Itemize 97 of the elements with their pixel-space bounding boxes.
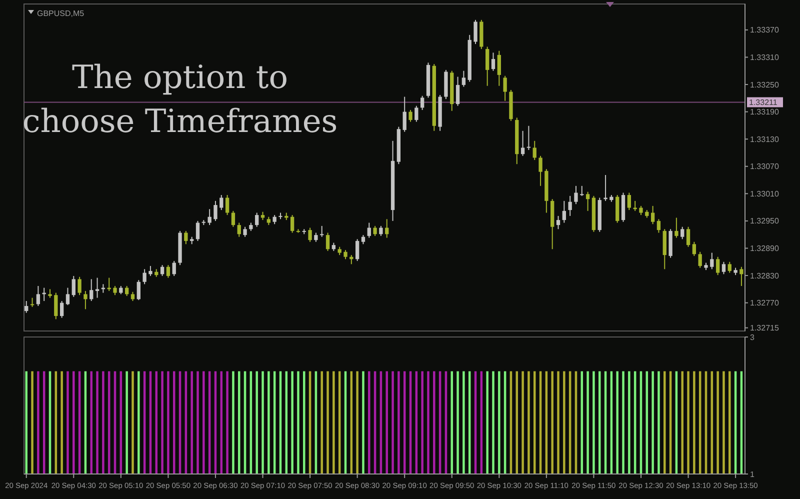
candlestick [308,227,312,242]
candlestick [255,212,259,228]
candlestick [344,250,348,260]
y-tick-label: 1.32890 [750,244,780,254]
candlestick [486,46,490,86]
candlestick [290,214,294,234]
candlestick [220,194,224,211]
candlestick [680,226,684,240]
candlestick [586,191,590,212]
candlestick [24,300,28,314]
candlestick [574,185,578,205]
candlestick [355,238,360,262]
candlestick [314,232,318,242]
candlestick [125,285,129,296]
y-tick-label: 1.33070 [750,162,780,172]
candlestick [710,252,714,270]
candlestick [526,125,531,150]
candlestick [361,234,366,245]
candlestick [716,256,720,276]
candlestick [538,155,542,186]
candlestick [420,95,424,110]
candlestick [231,210,236,228]
candlestick [379,225,383,236]
candlestick [326,232,330,252]
y-tick-label: 1.32830 [750,271,780,280]
candlestick [130,291,135,302]
candlestick [243,226,247,238]
candlestick [208,208,212,226]
candlestick [84,290,88,310]
candlestick [674,217,678,238]
candlestick [408,109,412,122]
candlestick [402,96,406,132]
candlestick [272,214,276,225]
candlestick [60,300,64,318]
candlestick [414,105,418,122]
candlestick [580,185,584,196]
candlestick [627,192,631,211]
y-tick-label: 1.33130 [750,134,780,144]
candlestick [497,50,501,86]
candlestick [54,292,58,320]
candlestick [113,285,117,296]
candlestick [367,222,371,238]
candlestick [692,241,696,256]
candlestick [320,225,324,238]
y-tick-label: 1.32770 [750,298,780,308]
candlestick [160,264,164,276]
candlestick [650,205,655,225]
candlestick [136,280,140,301]
candlestick [532,140,536,160]
y-tick-label: 1.33190 [750,108,780,117]
candlestick [456,76,460,106]
candlestick [225,194,230,216]
candlestick [373,225,377,236]
candlestick [503,75,507,102]
candlestick [728,261,732,274]
candlestick [78,276,82,296]
ref-line-label: 1.33211 [749,98,778,108]
candlestick [520,130,525,156]
candlestick [385,218,389,238]
y-tick-label: 1.32715 [750,324,780,333]
annotation: The option to choose Timeframes [22,58,338,140]
candlestick [142,268,146,285]
candlestick [562,200,566,224]
candlestick [722,261,726,275]
candlestick [90,278,94,302]
candlestick [72,275,76,298]
candlestick [474,19,478,45]
y-tick-label: 1 [750,470,755,479]
candlestick [30,297,34,308]
y-tick-label: 1.33310 [750,53,780,62]
candlestick [214,200,218,222]
candlestick [172,260,176,276]
candlestick [656,218,661,234]
candlestick [639,205,643,216]
candlestick [491,52,496,72]
y-tick-label: 1.33010 [750,189,780,198]
candlestick [237,222,241,238]
candlestick [633,200,637,212]
text: GBPUSD,M5 [37,9,85,18]
candlestick [568,195,572,216]
candlestick [95,277,100,298]
y-tick-label: 3 [750,332,755,342]
candlestick [66,287,70,306]
candlestick [148,265,152,276]
y-tick-label: 1.33250 [750,80,780,90]
candlestick [166,264,170,278]
candlestick [556,215,560,230]
candlestick [740,266,744,286]
candlestick [184,230,188,245]
candlestick [462,70,466,88]
candlestick [36,285,40,306]
candlestick [604,174,608,202]
candlestick [686,226,690,248]
y-tick-label: 1.32950 [750,216,780,226]
candlestick [196,220,200,242]
y-tick-label: 1.33370 [750,26,780,35]
candlestick [698,251,702,268]
